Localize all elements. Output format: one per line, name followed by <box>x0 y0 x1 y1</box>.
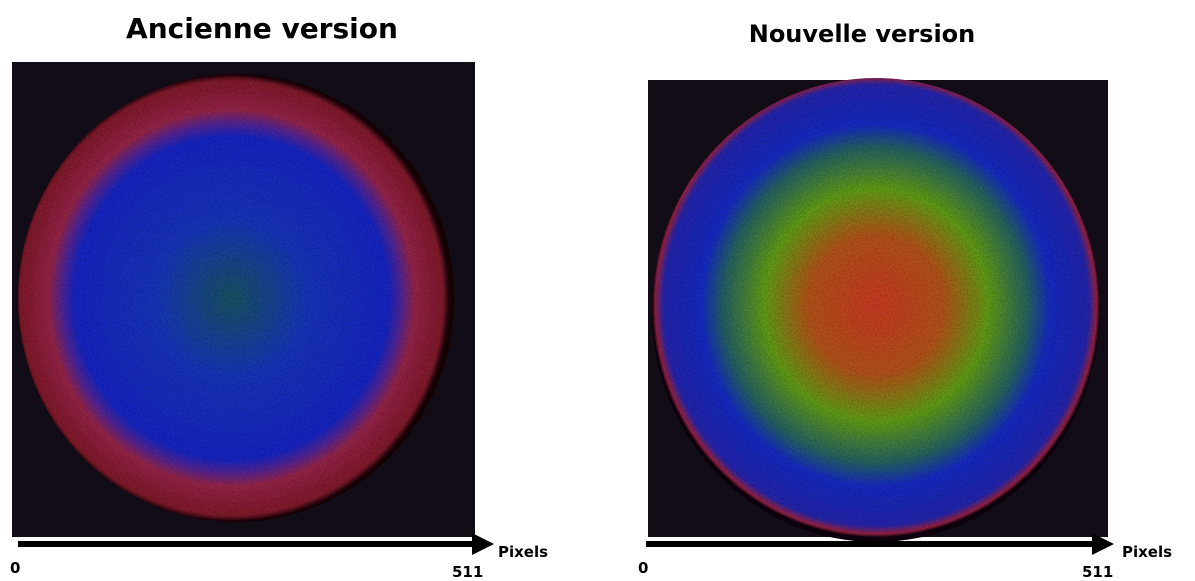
axis-label: Pixels <box>498 543 548 561</box>
axis-start: 0 <box>10 559 20 577</box>
panel-title: Ancienne version <box>126 12 398 45</box>
detector-image <box>18 74 454 522</box>
panel-old: Ancienne version Pixels 0 511 <box>10 12 548 581</box>
axis-label: Pixels <box>1122 543 1172 561</box>
arrow-head <box>472 533 494 555</box>
detector-image <box>652 78 1100 542</box>
axis-end: 511 <box>1082 563 1113 581</box>
axis-start: 0 <box>638 559 648 577</box>
arrow-head <box>1092 533 1114 555</box>
panel-title: Nouvelle version <box>749 20 976 48</box>
panel-new: Nouvelle version Pixels 0 511 <box>638 20 1172 581</box>
axis-end: 511 <box>452 563 483 581</box>
